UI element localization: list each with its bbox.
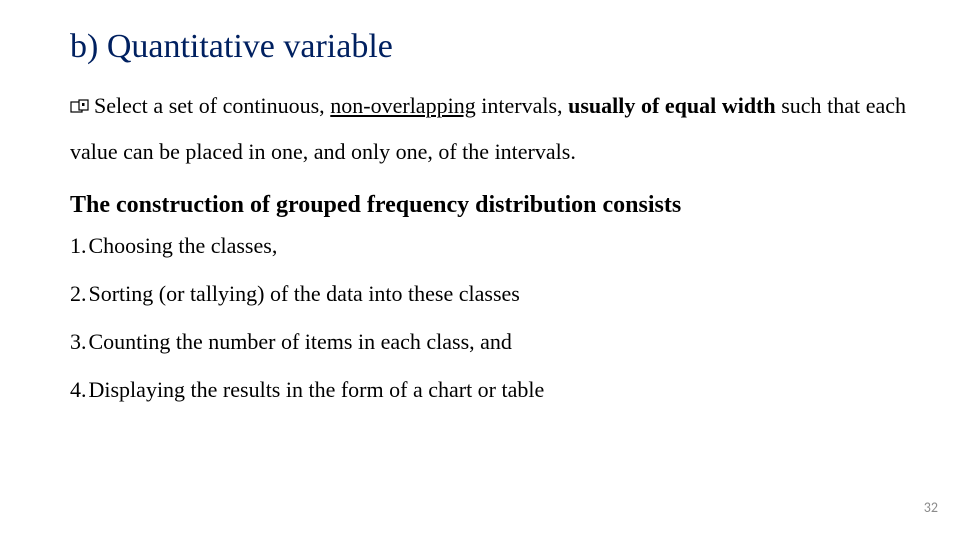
para-underline-nonoverlapping: non-overlapping [330, 93, 475, 118]
para-lead: Select a set of continuous, [94, 93, 330, 118]
pointer-icon [70, 86, 90, 130]
slide: b) Quantitative variable Select a set of… [0, 0, 960, 540]
page-number: 32 [924, 499, 938, 516]
list-item: Displaying the results in the form of a … [70, 377, 906, 403]
slide-title: b) Quantitative variable [70, 28, 906, 66]
list-item: Counting the number of items in each cla… [70, 329, 906, 355]
para-bold-equalwidth: usually of equal width [568, 93, 776, 118]
steps-list: Choosing the classes, Sorting (or tallyi… [70, 233, 906, 403]
subheading: The construction of grouped frequency di… [70, 192, 906, 219]
list-item: Choosing the classes, [70, 233, 906, 259]
body-paragraph: Select a set of continuous, non-overlapp… [70, 84, 906, 174]
para-mid: intervals, [476, 93, 568, 118]
list-item: Sorting (or tallying) of the data into t… [70, 281, 906, 307]
